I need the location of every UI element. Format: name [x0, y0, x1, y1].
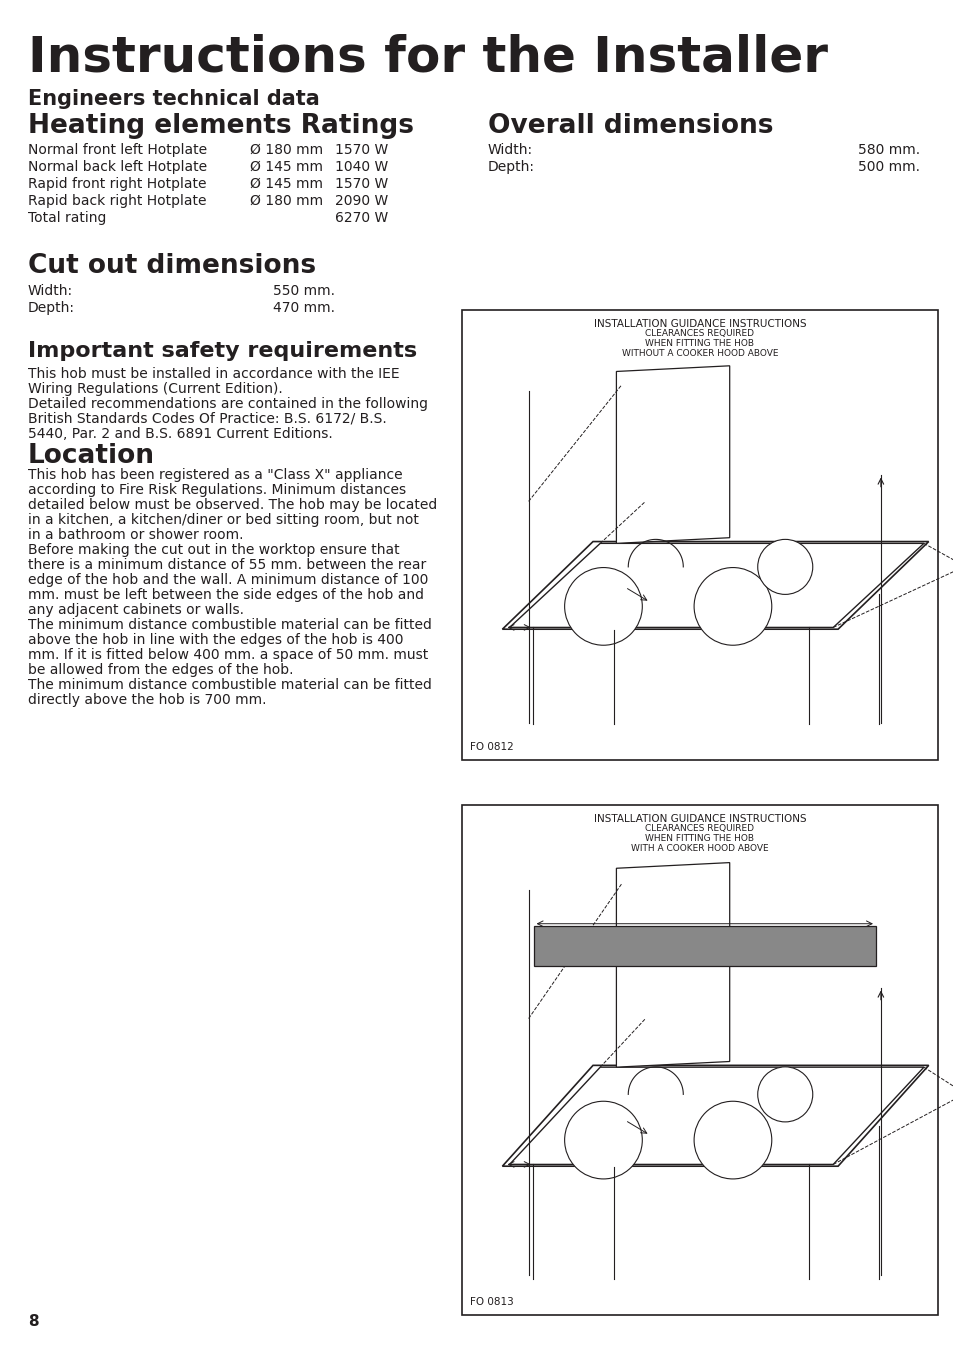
Text: The minimum distance combustible material can be fitted: The minimum distance combustible materia… — [28, 617, 432, 632]
Text: WITHOUT A COOKER HOOD ABOVE: WITHOUT A COOKER HOOD ABOVE — [621, 349, 778, 358]
Text: Overall dimensions: Overall dimensions — [488, 113, 773, 139]
Circle shape — [694, 567, 771, 646]
Text: Width:: Width: — [28, 284, 73, 299]
Polygon shape — [512, 1069, 920, 1163]
Text: according to Fire Risk Regulations. Minimum distances: according to Fire Risk Regulations. Mini… — [28, 484, 406, 497]
Text: Detailed recommendations are contained in the following: Detailed recommendations are contained i… — [28, 397, 428, 411]
Text: Normal back left Hotplate: Normal back left Hotplate — [28, 159, 207, 174]
Text: WHEN FITTING THE HOB: WHEN FITTING THE HOB — [645, 339, 754, 349]
Bar — [533, 925, 875, 966]
Text: Depth:: Depth: — [488, 159, 535, 174]
Text: Ø 145 mm: Ø 145 mm — [250, 159, 323, 174]
Text: Rapid front right Hotplate: Rapid front right Hotplate — [28, 177, 206, 190]
Text: Instructions for the Installer: Instructions for the Installer — [28, 32, 827, 81]
Text: directly above the hob is 700 mm.: directly above the hob is 700 mm. — [28, 693, 266, 707]
Text: detailed below must be observed. The hob may be located: detailed below must be observed. The hob… — [28, 499, 436, 512]
Text: mm. If it is fitted below 400 mm. a space of 50 mm. must: mm. If it is fitted below 400 mm. a spac… — [28, 648, 428, 662]
Text: 500 mm.: 500 mm. — [857, 159, 919, 174]
Text: WHEN FITTING THE HOB: WHEN FITTING THE HOB — [645, 834, 754, 843]
Text: 470 mm.: 470 mm. — [273, 301, 335, 315]
Polygon shape — [616, 862, 729, 1067]
Text: INSTALLATION GUIDANCE INSTRUCTIONS: INSTALLATION GUIDANCE INSTRUCTIONS — [593, 319, 805, 330]
Text: Heating elements Ratings: Heating elements Ratings — [28, 113, 414, 139]
Text: in a bathroom or shower room.: in a bathroom or shower room. — [28, 528, 243, 542]
Circle shape — [564, 567, 641, 646]
Text: be allowed from the edges of the hob.: be allowed from the edges of the hob. — [28, 663, 294, 677]
Text: WITH A COOKER HOOD ABOVE: WITH A COOKER HOOD ABOVE — [631, 844, 768, 852]
Polygon shape — [509, 543, 923, 627]
Text: Normal front left Hotplate: Normal front left Hotplate — [28, 143, 207, 157]
Text: CLEARANCES REQUIRED: CLEARANCES REQUIRED — [645, 824, 754, 834]
Text: 580 mm.: 580 mm. — [857, 143, 919, 157]
Polygon shape — [616, 366, 729, 543]
Text: This hob has been registered as a "Class X" appliance: This hob has been registered as a "Class… — [28, 467, 402, 482]
Text: 2090 W: 2090 W — [335, 195, 388, 208]
Text: Total rating: Total rating — [28, 211, 107, 226]
Text: FO 0813: FO 0813 — [470, 1297, 514, 1306]
Text: CLEARANCES REQUIRED: CLEARANCES REQUIRED — [645, 330, 754, 338]
Circle shape — [564, 1101, 641, 1179]
Text: Ø 180 mm: Ø 180 mm — [250, 195, 323, 208]
Text: edge of the hob and the wall. A minimum distance of 100: edge of the hob and the wall. A minimum … — [28, 573, 428, 586]
Text: Width:: Width: — [488, 143, 533, 157]
Text: Engineers technical data: Engineers technical data — [28, 89, 319, 109]
Text: Depth:: Depth: — [28, 301, 75, 315]
Bar — [461, 805, 937, 1315]
Text: 8: 8 — [28, 1315, 38, 1329]
Text: Ø 180 mm: Ø 180 mm — [250, 143, 323, 157]
Text: Location: Location — [28, 443, 154, 469]
Polygon shape — [509, 1067, 923, 1165]
Circle shape — [757, 1067, 812, 1121]
Text: This hob must be installed in accordance with the IEE: This hob must be installed in accordance… — [28, 367, 399, 381]
Text: 6270 W: 6270 W — [335, 211, 388, 226]
Text: 1570 W: 1570 W — [335, 143, 388, 157]
Text: Ø 145 mm: Ø 145 mm — [250, 177, 323, 190]
Text: any adjacent cabinets or walls.: any adjacent cabinets or walls. — [28, 603, 244, 617]
Text: INSTALLATION GUIDANCE INSTRUCTIONS: INSTALLATION GUIDANCE INSTRUCTIONS — [593, 815, 805, 824]
Text: Cut out dimensions: Cut out dimensions — [28, 253, 315, 280]
Text: mm. must be left between the side edges of the hob and: mm. must be left between the side edges … — [28, 588, 423, 603]
Text: Rapid back right Hotplate: Rapid back right Hotplate — [28, 195, 206, 208]
Text: 550 mm.: 550 mm. — [273, 284, 335, 299]
Text: in a kitchen, a kitchen/diner or bed sitting room, but not: in a kitchen, a kitchen/diner or bed sit… — [28, 513, 418, 527]
Text: Wiring Regulations (Current Edition).: Wiring Regulations (Current Edition). — [28, 382, 282, 396]
Polygon shape — [502, 542, 927, 630]
Text: FO 0812: FO 0812 — [470, 742, 514, 753]
Text: British Standards Codes Of Practice: B.S. 6172/ B.S.: British Standards Codes Of Practice: B.S… — [28, 412, 386, 426]
Text: The minimum distance combustible material can be fitted: The minimum distance combustible materia… — [28, 678, 432, 692]
Circle shape — [694, 1101, 771, 1179]
Text: 1570 W: 1570 W — [335, 177, 388, 190]
Text: Important safety requirements: Important safety requirements — [28, 340, 416, 361]
Bar — [461, 309, 937, 761]
Polygon shape — [502, 1066, 927, 1166]
Text: above the hob in line with the edges of the hob is 400: above the hob in line with the edges of … — [28, 634, 403, 647]
Polygon shape — [512, 544, 920, 627]
Text: 1040 W: 1040 W — [335, 159, 388, 174]
Circle shape — [757, 539, 812, 594]
Text: there is a minimum distance of 55 mm. between the rear: there is a minimum distance of 55 mm. be… — [28, 558, 426, 571]
Text: Before making the cut out in the worktop ensure that: Before making the cut out in the worktop… — [28, 543, 399, 557]
Text: 5440, Par. 2 and B.S. 6891 Current Editions.: 5440, Par. 2 and B.S. 6891 Current Editi… — [28, 427, 333, 440]
